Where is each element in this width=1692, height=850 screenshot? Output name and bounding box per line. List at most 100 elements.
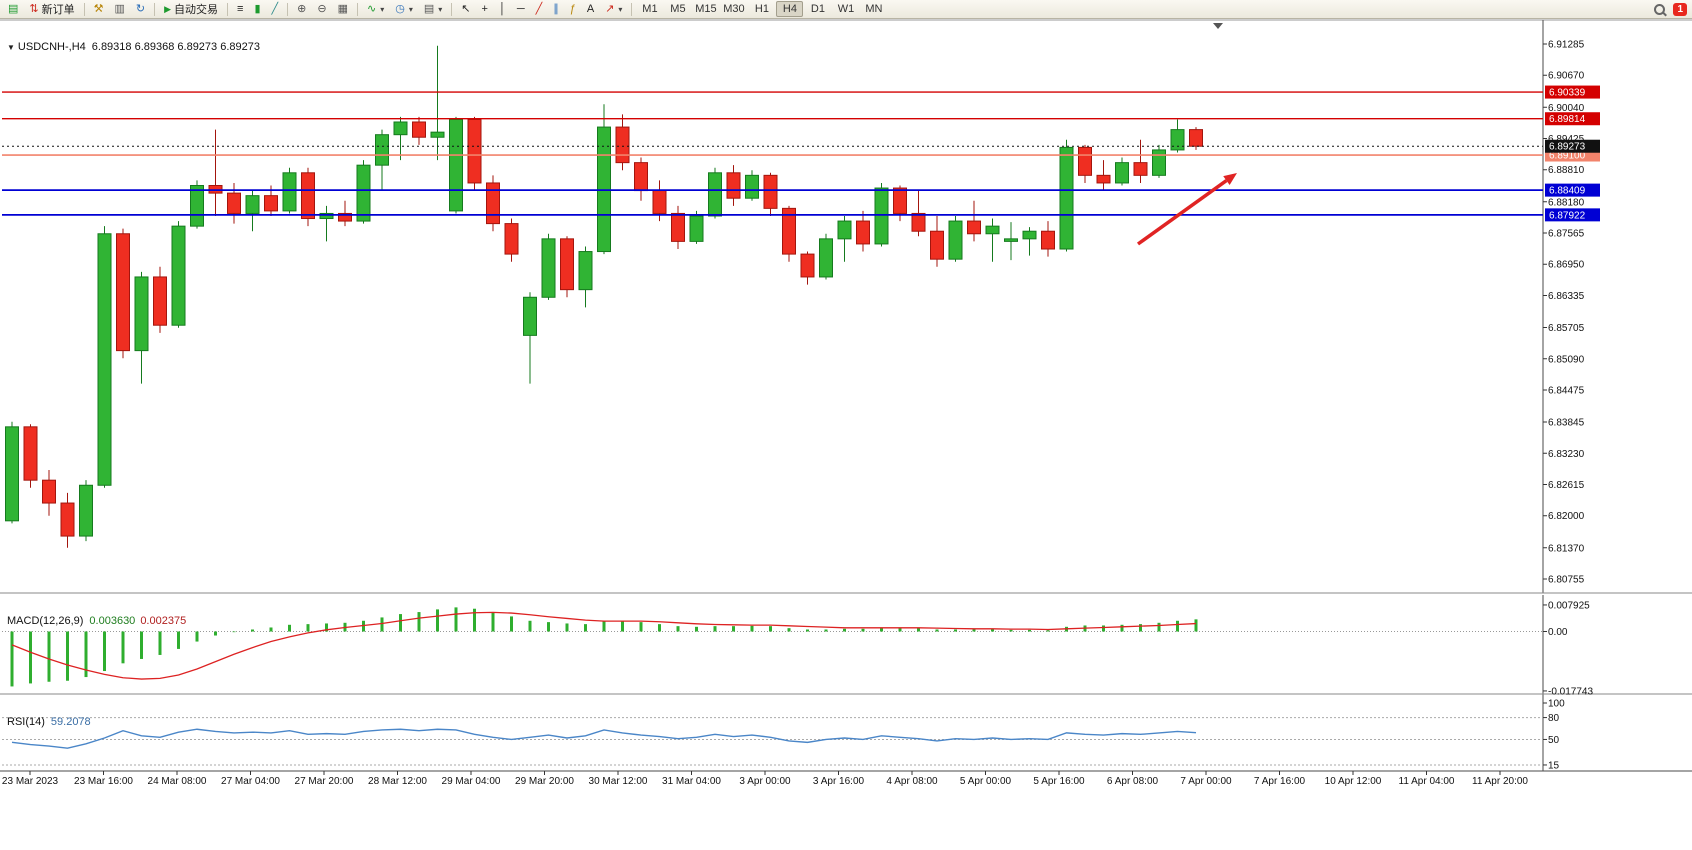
time-axis-label: 24 Mar 08:00: [148, 776, 207, 787]
price-tick-label: 6.85705: [1548, 323, 1585, 334]
price-tick-label: 6.89425: [1548, 134, 1585, 145]
horizontal-line-button[interactable]: ─: [512, 1, 530, 17]
trendline-button[interactable]: ╱: [531, 1, 548, 17]
candle-body-up: [1059, 146, 1074, 250]
refresh-button[interactable]: ↻: [131, 1, 150, 17]
time-axis-label: 5 Apr 16:00: [1033, 776, 1085, 787]
channel-icon: ∥: [553, 2, 559, 15]
toolbar-separator: [357, 2, 358, 16]
timeframe-button-h1[interactable]: H1: [748, 1, 775, 17]
macd-tick-label: -0.017743: [1548, 686, 1593, 697]
vertical-line-button[interactable]: │: [494, 1, 511, 17]
price-tick-label: 6.86335: [1548, 291, 1585, 302]
candle-body-up: [837, 220, 852, 240]
candle-body-up: [1170, 129, 1185, 151]
hammer-icon: ⚒: [93, 2, 104, 15]
macd-signal-line: [11, 611, 1197, 680]
time-axis-label: 11 Apr 20:00: [1472, 776, 1528, 787]
candle-body-up: [1022, 230, 1037, 240]
trendline-icon: ╱: [535, 2, 543, 15]
timeframe-button-m30[interactable]: M30: [720, 1, 747, 17]
toolbar-separator: [154, 2, 156, 16]
tile-windows-button[interactable]: ▦: [333, 1, 353, 17]
price-tick-label: 6.82615: [1548, 480, 1585, 491]
timeframe-button-w1[interactable]: W1: [832, 1, 859, 17]
time-axis-label: 23 Mar 2023: [2, 776, 59, 787]
cursor-button[interactable]: ↖: [456, 1, 475, 17]
timeframe-button-mn[interactable]: MN: [860, 1, 887, 17]
price-tick-label: 6.85090: [1548, 354, 1585, 365]
candle-body-up: [5, 426, 19, 522]
candle-chart-button[interactable]: ▮: [249, 1, 265, 17]
timeframe-button-h4[interactable]: H4: [776, 1, 804, 17]
chart-canvas[interactable]: 6.91285 6.90670 6.90040 6.89425 6.88810 6.881…: [0, 19, 1692, 845]
candle-body-up: [356, 164, 371, 222]
time-axis-label: 28 Mar 12:00: [368, 776, 427, 787]
timeframe-button-m15[interactable]: M15: [692, 1, 719, 17]
candle-body-down: [1078, 146, 1092, 176]
candle-body-down: [893, 187, 907, 214]
candle-body-up: [449, 118, 463, 212]
bar-chart-icon: ≡: [237, 2, 244, 15]
market-depth-button[interactable]: ▥: [110, 1, 130, 17]
candle-body-down: [856, 220, 870, 245]
chart-window: 6.91285 6.90670 6.90040 6.89425 6.88810 6.881…: [0, 19, 1692, 845]
auto-trading-button[interactable]: ▶ 自动交易: [159, 1, 223, 17]
template-icon: ▤: [423, 2, 435, 15]
indicators-button[interactable]: ∿ ▾: [362, 1, 389, 17]
price-tick-label: 6.90670: [1548, 71, 1585, 82]
text-tool-button[interactable]: A: [582, 1, 599, 17]
channel-button[interactable]: ∥: [548, 1, 564, 17]
zoom-out-button[interactable]: ⊖: [312, 1, 331, 17]
template-button[interactable]: ▤ ▾: [419, 1, 447, 17]
new-order-icon: ⇅: [29, 2, 39, 15]
time-axis-label: 27 Mar 04:00: [221, 776, 280, 787]
candle-body-up: [523, 296, 537, 336]
time-axis-label: 30 Mar 12:00: [589, 776, 648, 787]
time-axis-label: 29 Mar 04:00: [442, 776, 501, 787]
timeframe-button-m5[interactable]: M5: [664, 1, 691, 17]
zoom-in-button[interactable]: ⊕: [292, 1, 311, 17]
price-badge: [1545, 85, 1600, 99]
timeframe-button-m1[interactable]: M1: [636, 1, 663, 17]
candle-body-down: [652, 190, 667, 214]
arrow-annotation-head[interactable]: [1223, 173, 1237, 186]
toolbar-separator: [451, 2, 453, 16]
metaeditor-button[interactable]: ⚒: [89, 1, 109, 17]
fibonacci-button[interactable]: ƒ: [565, 1, 581, 17]
timeframe-button-d1[interactable]: D1: [804, 1, 831, 17]
line-chart-button[interactable]: ╱: [267, 1, 284, 17]
price-badge-label: 6.89814: [1549, 114, 1586, 125]
candle-chart-icon: ▮: [254, 2, 261, 15]
toolbar: ▤ ⇅ 新订单 ⚒ ▥ ↻ ▶ 自动交易 ≡ ▮ ╱ ⊕ ⊖ ▦ ∿ ▾ ◷: [0, 0, 1692, 19]
chevron-down-icon: ▾: [438, 4, 443, 14]
crosshair-button[interactable]: +: [477, 1, 493, 17]
candle-body-up: [985, 225, 1000, 235]
candle-body-up: [819, 238, 833, 278]
time-axis-label: 7 Apr 00:00: [1180, 776, 1232, 787]
new-chart-button[interactable]: ▤: [3, 1, 23, 17]
candle-body-down: [412, 121, 426, 138]
candle-body-down: [726, 172, 741, 199]
new-order-button[interactable]: ⇅ 新订单: [24, 1, 79, 17]
price-tick-label: 6.83230: [1548, 449, 1585, 460]
candle-body-down: [338, 212, 352, 222]
toolbar-separator: [83, 2, 85, 16]
bar-chart-button[interactable]: ≡: [232, 1, 248, 17]
search-button[interactable]: [1649, 1, 1670, 17]
time-axis-label: 3 Apr 00:00: [739, 776, 791, 787]
price-tick-label: 6.80755: [1548, 575, 1585, 586]
candle-body-down: [1096, 174, 1111, 184]
candle-body-up: [430, 131, 445, 138]
notification-badge[interactable]: 1: [1673, 2, 1687, 16]
one-click-trading-caret[interactable]: ▼: [7, 43, 15, 52]
arrow-annotation[interactable]: [1136, 179, 1228, 246]
periods-button[interactable]: ◷ ▾: [390, 1, 418, 17]
candle-body-down: [634, 162, 648, 192]
price-badge-label: 6.87922: [1549, 210, 1586, 221]
time-axis-label: 27 Mar 20:00: [295, 776, 354, 787]
candle-body-up: [1004, 238, 1018, 242]
arrows-tool-button[interactable]: ↗ ▾: [600, 1, 627, 17]
candle-body-down: [1133, 162, 1148, 176]
price-badge: [1545, 183, 1600, 197]
